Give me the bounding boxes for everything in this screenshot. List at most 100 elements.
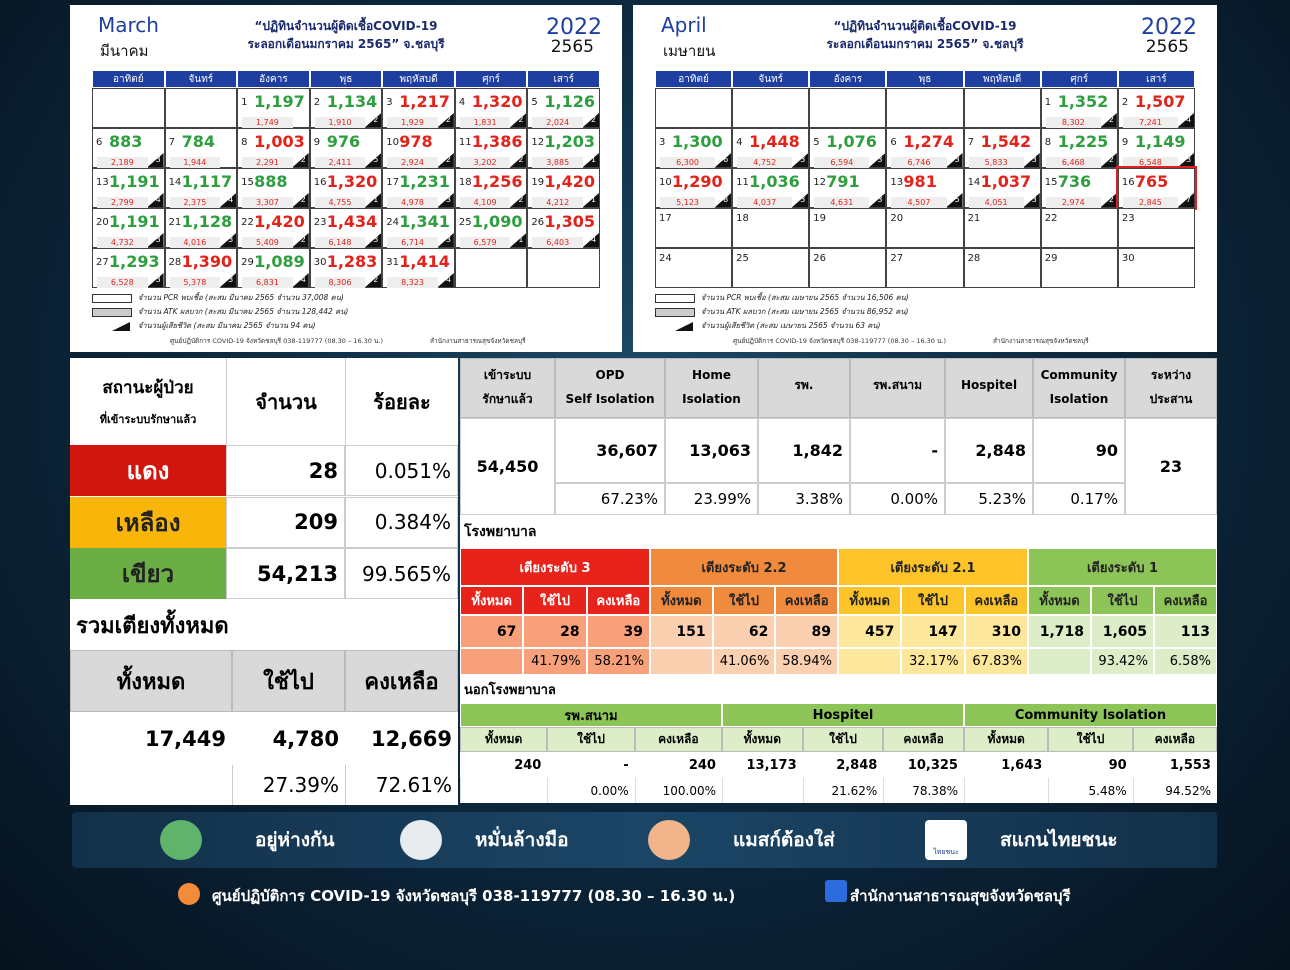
status-percent: 0.051% [345, 445, 458, 496]
calendar-cell: 12 1,203 3,885 1 [527, 128, 600, 168]
outside-subheader: ใช้ไป [802, 727, 884, 752]
level-subheader: คงเหลือ [964, 586, 1028, 615]
level-pct-cell [586, 648, 650, 675]
outside-pct-cell [802, 778, 884, 803]
outside-subheader: ทั้งหมด [722, 727, 803, 752]
atk-count: 6,594 [814, 157, 870, 168]
beds-value: 4,780 [232, 712, 345, 765]
outside-title: นอกโรงพยาบาล [460, 675, 1217, 703]
calendar-title: “ปฏิทินจำนวนผู้ติดเชื้อCOVID-19 [254, 18, 438, 33]
level-percent: 32.17% [909, 654, 959, 669]
day-number: 30 [313, 257, 327, 268]
day-number: 27 [890, 253, 904, 264]
treatment-value: 1,842 [758, 418, 850, 483]
level-value: 1,718 [1028, 615, 1091, 648]
death-count: 2 [518, 115, 524, 124]
day-number: 1 [241, 97, 248, 108]
calendar-cell: 3 1,300 6,300 6 [655, 128, 733, 168]
calendar-cell: 12 791 4,631 3 [809, 168, 887, 208]
calendar-cell: 10 1,290 5,123 8 [655, 168, 733, 208]
atk-count: 4,507 [891, 197, 947, 208]
day-number: 16 [1121, 177, 1135, 188]
death-count: 3 [877, 195, 883, 204]
outside-value: 90 [1048, 752, 1133, 778]
day-number: 13 [890, 177, 904, 188]
weekday-header: อังคาร [809, 70, 887, 88]
calendar-cell: 29 [1040, 248, 1118, 288]
death-count: 3 [1031, 195, 1037, 204]
treatment-header: รพ.สนาม [872, 377, 923, 392]
treatment-header: Home [692, 368, 731, 382]
calendar-cell: 19 1,420 4,212 1 [527, 168, 600, 208]
treatment-header: Community [1040, 368, 1118, 382]
calendar-cell: 1 1,197 1,749 [237, 88, 310, 128]
legend-swatch [92, 308, 132, 317]
pcr-count: 736 [1057, 172, 1092, 191]
day-number: 22 [241, 217, 254, 228]
calendar-cell: 6 1,274 6,746 3 [886, 128, 964, 168]
panel-facebook: สำนักงานสาธารณสุขจังหวัดชลบุรี [993, 337, 1089, 345]
day-number: 11 [458, 137, 472, 148]
level-percent: 93.42% [1098, 654, 1148, 669]
day-number: 18 [458, 177, 472, 188]
calendar-cell: 4 1,320 1,831 2 [454, 88, 528, 128]
atk-count: 1,831 [459, 117, 511, 128]
beds-percent: 72.61% [345, 765, 458, 805]
level-value: 62 [712, 615, 776, 648]
death-count: 4 [228, 195, 234, 204]
banner-icon [925, 820, 967, 860]
death-count: 6 [723, 155, 729, 164]
status-count: 54,213 [226, 548, 345, 599]
pcr-count: 1,420 [254, 212, 305, 231]
level-percent: 41.79% [531, 654, 581, 669]
day-number: 2 [313, 97, 321, 108]
status-count: 209 [226, 496, 345, 548]
day-number: 23 [313, 217, 327, 228]
atk-count: 2,375 [169, 197, 221, 208]
banner [72, 812, 1217, 868]
outside-value: 13,173 [722, 752, 803, 778]
pcr-count: 1,225 [1057, 132, 1109, 151]
day-number: 21 [168, 217, 182, 228]
footer-facebook: สำนักงานสาธารณสุขจังหวัดชลบุรี [850, 887, 1071, 905]
level-pct-cell [650, 648, 713, 675]
weekday-header: พุธ [309, 70, 383, 88]
calendar-title: “ปฏิทินจำนวนผู้ติดเชื้อCOVID-19 [833, 18, 1017, 33]
day-number: 14 [967, 177, 981, 188]
level-value: 113 [1154, 615, 1217, 648]
level-pct-cell [1091, 648, 1154, 675]
day-number: 18 [736, 213, 749, 224]
pcr-count: 1,197 [254, 92, 305, 111]
death-count: 3 [155, 155, 161, 164]
outside-value: 1,643 [964, 752, 1049, 778]
calendar-cell: 30 [1117, 248, 1195, 288]
death-count: 7 [1185, 195, 1192, 204]
death-count: 3 [155, 235, 161, 244]
day-number: 26 [813, 253, 827, 264]
calendar-cell: 27 [886, 248, 964, 288]
day-number: 13 [96, 177, 109, 188]
death-count: 1 [590, 195, 597, 204]
calendar-cell: 16 1,320 4,755 1 [309, 168, 383, 208]
beds-header: ทั้งหมด [70, 650, 232, 712]
treatment-percent: 0.17% [1033, 483, 1125, 515]
beds-title: รวมเตียงทั้งหมด [70, 600, 458, 650]
pcr-count: 1,076 [826, 132, 877, 151]
pcr-count: 1,191 [109, 172, 160, 191]
calendar-cell: 5 1,126 2,024 2 [527, 88, 600, 128]
year-thai: 2565 [550, 37, 594, 57]
level-subheader: ทั้งหมด [460, 586, 524, 615]
pcr-count: 1,203 [544, 132, 596, 151]
death-count: 4 [590, 235, 597, 244]
death-count: 3 [800, 155, 806, 164]
atk-count: 4,752 [737, 157, 793, 168]
atk-count: 7,241 [1122, 117, 1178, 128]
death-count: 3 [1185, 155, 1192, 164]
calendar-cell: 10 978 2,924 2 [382, 128, 455, 168]
death-count: 4 [155, 195, 161, 204]
outside-header: รพ.สนาม [460, 703, 722, 727]
death-count: 2 [300, 235, 306, 244]
treatment-header-bg [1125, 358, 1217, 418]
level-pct-cell [901, 648, 965, 675]
calendar-cell: 7 1,542 5,833 3 [963, 128, 1041, 168]
